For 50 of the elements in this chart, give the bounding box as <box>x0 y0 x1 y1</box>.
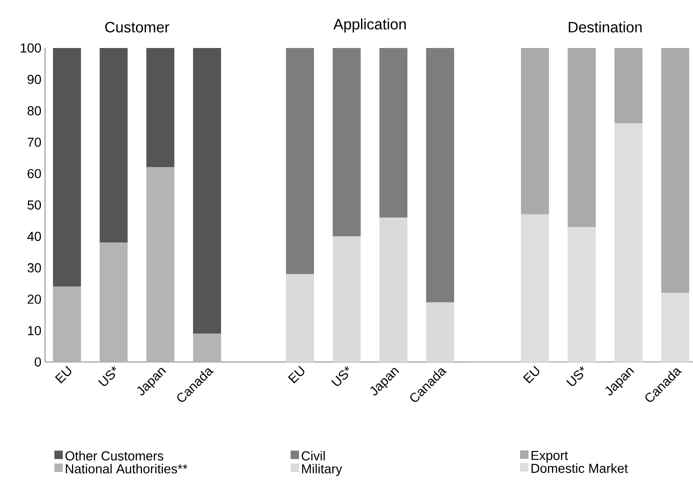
y-tick-label: 50 <box>28 200 41 210</box>
bar <box>52 48 81 287</box>
bar <box>100 242 128 362</box>
bar <box>379 48 408 218</box>
bar <box>146 48 174 168</box>
legend-label: Civil <box>302 450 325 461</box>
bar <box>193 334 222 362</box>
bar <box>286 274 314 362</box>
bar <box>332 48 361 236</box>
bar <box>426 302 454 362</box>
bar <box>520 48 549 214</box>
bar <box>426 48 454 302</box>
y-tick-label: 100 <box>20 43 41 53</box>
y-tick-label: 30 <box>28 263 41 272</box>
y-tick-label: 20 <box>28 294 41 304</box>
bar <box>614 48 642 124</box>
bar <box>568 226 596 362</box>
legend-label: National Authorities** <box>66 464 188 474</box>
legend-label: Other Customers <box>65 450 164 461</box>
chart-title: Destination <box>568 21 642 32</box>
bar <box>661 292 690 362</box>
bar <box>332 236 361 362</box>
chart-title: Customer <box>105 22 170 32</box>
chart-title: Application <box>333 18 406 32</box>
y-tick-label: 10 <box>28 326 41 336</box>
y-tick-label: 60 <box>28 168 41 178</box>
x-tick-label: EU <box>54 366 72 384</box>
bar <box>286 48 314 274</box>
y-tick-label: 70 <box>28 138 41 147</box>
bar <box>52 286 81 362</box>
x-tick-label: EU <box>522 366 540 384</box>
y-tick-label: 0 <box>34 357 41 367</box>
bar <box>568 48 596 227</box>
bar <box>520 214 549 362</box>
legend-label: Domestic Market <box>532 463 628 473</box>
bar <box>100 48 128 243</box>
bar <box>614 123 642 362</box>
bar <box>193 48 222 334</box>
y-tick-label: 80 <box>28 106 41 116</box>
y-tick-label: 90 <box>28 74 41 84</box>
bar <box>379 218 408 362</box>
x-tick-label: US* <box>331 366 350 386</box>
x-tick-label: EU <box>288 366 304 384</box>
bar <box>146 167 174 362</box>
legend-label: Military <box>302 464 342 476</box>
x-tick-label: US* <box>566 366 584 386</box>
y-tick-label: 40 <box>27 232 41 241</box>
bar <box>661 48 690 293</box>
x-tick-label: US* <box>98 366 116 386</box>
legend-label: Export <box>532 450 568 463</box>
